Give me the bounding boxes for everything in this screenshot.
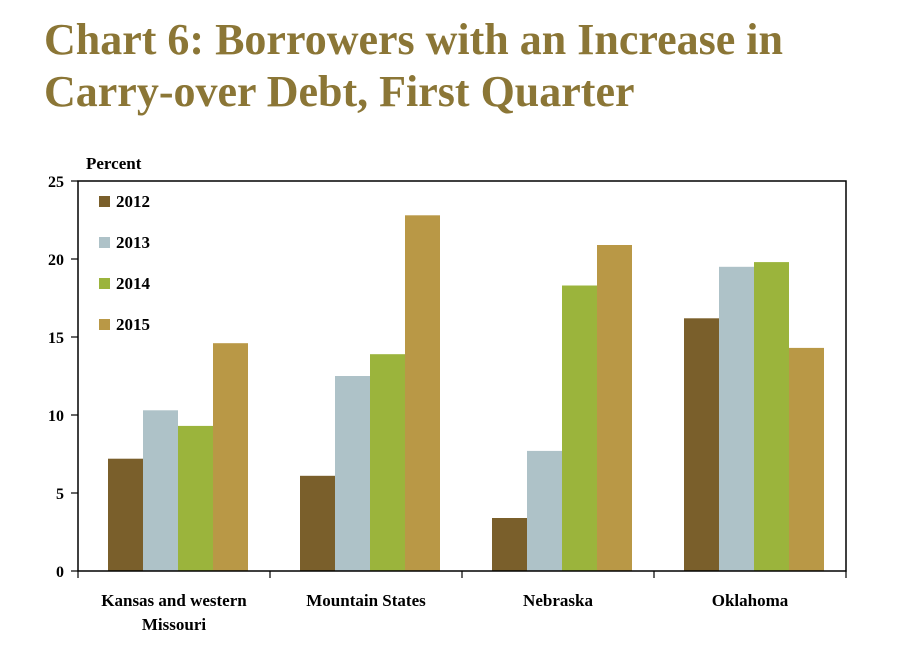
bar-2013-1 <box>335 376 370 571</box>
y-tick-label: 15 <box>48 330 64 347</box>
bar-2013-0 <box>143 410 178 571</box>
y-tick-label: 20 <box>48 252 64 269</box>
category-label: Nebraska <box>523 591 593 610</box>
bar-2014-0 <box>178 425 213 571</box>
bars-group <box>108 215 824 572</box>
bar-2014-1 <box>370 354 405 571</box>
bar-2015-0 <box>213 343 248 571</box>
y-axis-label: Percent <box>86 154 142 173</box>
legend: 2012 2013 2014 2015 <box>99 192 151 334</box>
legend-label-2013: 2013 <box>116 233 150 252</box>
chart-title-line-2: Carry-over Debt, First Quarter <box>44 67 635 116</box>
legend-swatch-2013 <box>99 237 110 248</box>
bar-2014-3 <box>754 262 789 571</box>
bar-2012-2 <box>492 518 527 571</box>
y-tick-label: 10 <box>48 408 64 425</box>
bar-2015-2 <box>597 245 632 571</box>
bar-2012-3 <box>684 318 719 571</box>
bar-2012-0 <box>108 458 143 571</box>
chart-title: Chart 6: Borrowers with an Increase in C… <box>44 14 884 118</box>
axes-group: 0 5 10 15 20 25 Kansas and western Missouri Moun… <box>48 174 847 634</box>
legend-swatch-2012 <box>99 196 110 207</box>
category-label: Kansas and western <box>101 591 247 610</box>
bar-2013-3 <box>719 266 754 571</box>
legend-swatch-2015 <box>99 319 110 330</box>
category-label: Mountain States <box>306 591 426 610</box>
legend-swatch-2014 <box>99 278 110 289</box>
bar-2012-1 <box>300 475 335 571</box>
y-tick-label: 25 <box>48 174 64 191</box>
bar-2015-1 <box>405 215 440 572</box>
category-label: Oklahoma <box>712 591 789 610</box>
chart-title-line-1: Chart 6: Borrowers with an Increase in <box>44 15 783 64</box>
y-tick-label: 5 <box>56 486 64 503</box>
legend-label-2015: 2015 <box>116 315 150 334</box>
bar-2014-2 <box>562 285 597 571</box>
legend-label-2014: 2014 <box>116 274 151 293</box>
y-tick-label: 0 <box>56 564 64 581</box>
bar-2013-2 <box>527 450 562 571</box>
legend-label-2012: 2012 <box>116 192 150 211</box>
bar-2015-3 <box>789 347 824 571</box>
category-label: Missouri <box>142 615 207 634</box>
